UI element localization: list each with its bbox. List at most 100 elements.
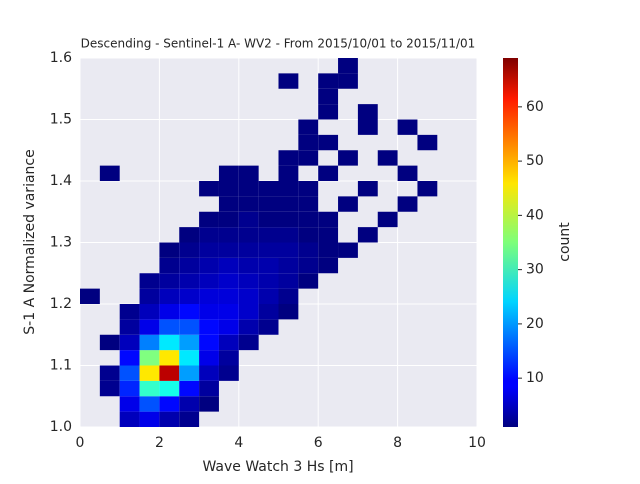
cell [238, 242, 259, 258]
cell [199, 257, 219, 274]
cell [278, 273, 299, 289]
cell [318, 257, 339, 274]
colorbar-tick-label: 30 [526, 262, 544, 278]
colorbar-tick-label: 10 [526, 370, 544, 386]
y-tick-label: 1.0 [50, 419, 72, 435]
cell [258, 227, 279, 243]
y-tick-label: 1.5 [50, 112, 72, 128]
x-tick-label: 6 [314, 435, 323, 451]
y-tick-label: 1.4 [50, 173, 72, 189]
cell [218, 304, 239, 320]
cell [139, 350, 160, 366]
chart-title: Descending - Sentinel-1 A- WV2 - From 20… [81, 37, 476, 51]
cell [238, 273, 259, 289]
cell [159, 411, 180, 427]
cell [199, 334, 219, 351]
cell [417, 134, 438, 151]
cell [238, 319, 259, 335]
cell [99, 165, 120, 181]
cell [258, 304, 279, 320]
colorbar-tick-label: 60 [526, 99, 544, 115]
cell [357, 181, 378, 197]
colorbar-tick-label: 50 [526, 153, 544, 169]
cell [238, 196, 259, 212]
cell [318, 227, 339, 243]
cell [377, 211, 398, 228]
cell [119, 304, 140, 320]
cell [179, 350, 200, 366]
cell [119, 411, 140, 427]
x-tick-label: 0 [76, 435, 85, 451]
cell [159, 319, 180, 335]
cell [218, 196, 239, 212]
cell [338, 58, 358, 74]
cell [179, 242, 200, 258]
cell [397, 196, 418, 212]
cell [218, 181, 239, 197]
x-tick-label: 8 [393, 435, 402, 451]
cell [278, 181, 299, 197]
cell [258, 242, 279, 258]
cell [199, 242, 219, 258]
cell [218, 288, 239, 304]
cell [238, 211, 259, 228]
cell [179, 257, 200, 274]
cell [218, 242, 239, 258]
cell [199, 273, 219, 289]
cell [218, 365, 239, 381]
cell [318, 88, 339, 105]
cell [159, 257, 180, 274]
cell [238, 257, 259, 274]
cell [298, 134, 319, 151]
cell [417, 181, 438, 197]
cell [179, 319, 200, 335]
cell [238, 181, 259, 197]
cell [278, 150, 299, 166]
cell [278, 227, 299, 243]
cell [179, 334, 200, 351]
cell [298, 227, 319, 243]
cell [159, 288, 180, 304]
cell [139, 304, 160, 320]
cell [338, 150, 358, 166]
cell [298, 181, 319, 197]
x-axis-label: Wave Watch 3 Hs [m] [202, 459, 353, 475]
cell [357, 227, 378, 243]
cell [258, 288, 279, 304]
cell [377, 150, 398, 166]
cell [298, 211, 319, 228]
cell [159, 396, 180, 412]
cell [238, 304, 259, 320]
cell [318, 165, 339, 181]
cell [218, 227, 239, 243]
cell [298, 119, 319, 135]
cell [338, 196, 358, 212]
cell [258, 196, 279, 212]
cell [159, 242, 180, 258]
cell [318, 134, 339, 151]
cell [179, 273, 200, 289]
cell [179, 304, 200, 320]
cell [99, 380, 120, 397]
cell [119, 396, 140, 412]
cell [318, 104, 339, 120]
cells [80, 58, 438, 427]
cell [199, 304, 219, 320]
cell [258, 319, 279, 335]
cell [338, 242, 358, 258]
cell [298, 257, 319, 274]
cell [199, 181, 219, 197]
cell [258, 257, 279, 274]
cell [218, 273, 239, 289]
cell [199, 319, 219, 335]
cell [298, 150, 319, 166]
y-axis-label: S-1 A Normalized variance [22, 149, 38, 334]
cell [119, 319, 140, 335]
cell [139, 273, 160, 289]
cell [218, 257, 239, 274]
cell [139, 288, 160, 304]
cell [218, 211, 239, 228]
cell [258, 273, 279, 289]
cell [357, 119, 378, 135]
cell [139, 365, 160, 381]
